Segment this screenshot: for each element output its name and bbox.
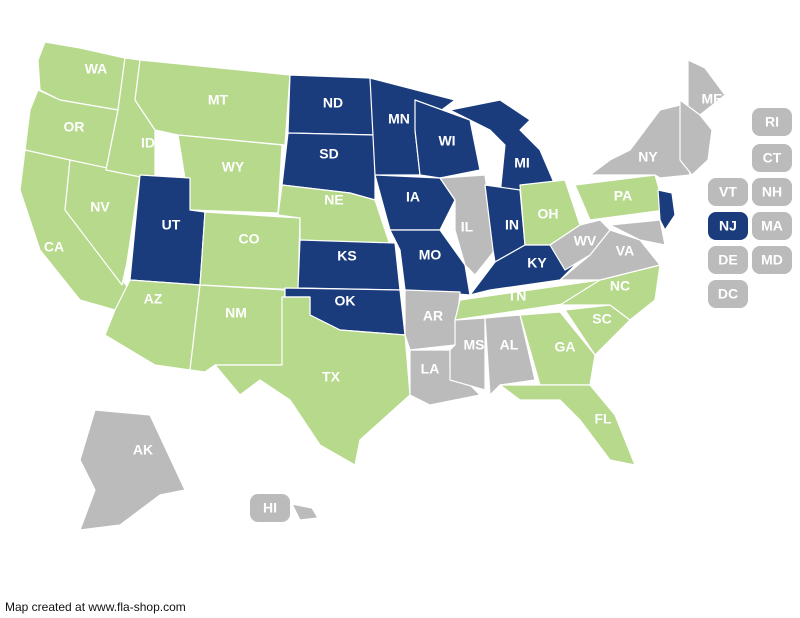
map-credit: Map created at www.fla-shop.com xyxy=(5,600,186,614)
state-chip-nj[interactable] xyxy=(708,212,748,240)
state-mi[interactable] xyxy=(449,99,556,196)
state-ia[interactable] xyxy=(374,174,456,231)
state-chip-hi[interactable] xyxy=(250,494,290,522)
state-nm[interactable] xyxy=(189,284,286,373)
state-chip-de[interactable] xyxy=(708,246,748,274)
state-tx[interactable] xyxy=(214,296,411,466)
state-pa[interactable] xyxy=(574,174,666,221)
state-fl[interactable] xyxy=(499,384,636,466)
state-ga[interactable] xyxy=(519,311,596,386)
state-nj[interactable] xyxy=(657,189,676,231)
state-ks[interactable] xyxy=(297,239,401,291)
state-chip-ma[interactable] xyxy=(752,212,792,240)
state-wv[interactable] xyxy=(549,219,611,271)
state-chip-vt[interactable] xyxy=(708,178,748,206)
state-ny[interactable] xyxy=(589,104,691,179)
state-mt[interactable] xyxy=(134,59,291,146)
state-chip-ct[interactable] xyxy=(752,144,792,172)
state-chip-ri[interactable] xyxy=(752,108,792,136)
state-chip-md[interactable] xyxy=(752,246,792,274)
state-nd[interactable] xyxy=(287,74,376,136)
state-ar[interactable] xyxy=(404,289,461,351)
state-al[interactable] xyxy=(484,314,536,396)
state-chip-dc[interactable] xyxy=(708,280,748,308)
state-mdde[interactable] xyxy=(609,219,666,246)
state-ne_eng[interactable] xyxy=(679,99,713,176)
state-hi[interactable] xyxy=(291,503,319,521)
state-co[interactable] xyxy=(199,211,301,291)
state-ak[interactable] xyxy=(79,409,186,531)
state-me[interactable] xyxy=(687,59,726,116)
state-ms[interactable] xyxy=(449,317,486,391)
state-chip-nh[interactable] xyxy=(752,178,792,206)
state-wy[interactable] xyxy=(177,134,283,214)
